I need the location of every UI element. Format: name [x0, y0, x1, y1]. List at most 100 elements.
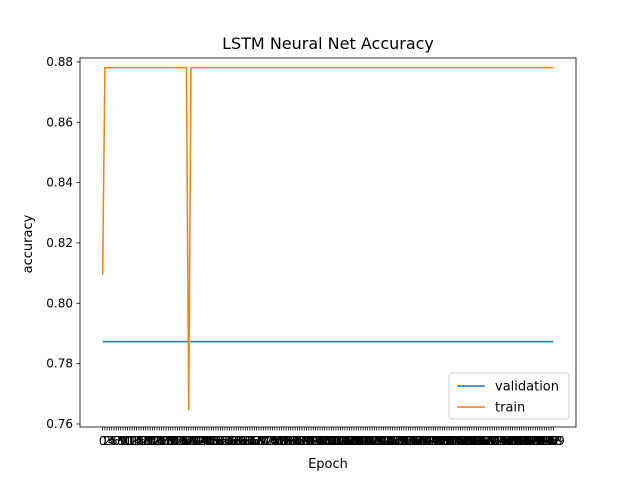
- x-tick-label: 172: [481, 434, 504, 448]
- x-tick-label: 15: [129, 434, 144, 448]
- x-tick-label: 161: [456, 434, 479, 448]
- x-tick-label: 106: [331, 434, 354, 448]
- x-tick-label: 9: [119, 434, 127, 448]
- x-tick-label: 62: [235, 434, 250, 448]
- plot-area: [79, 57, 577, 428]
- x-tick-label: 19: [138, 434, 153, 448]
- x-tick-label: 33: [170, 434, 185, 448]
- x-tick-label: 104: [327, 434, 350, 448]
- x-tick-label: 71: [256, 434, 271, 448]
- x-tick-label: 29: [161, 434, 176, 448]
- x-tick-label: 181: [501, 434, 524, 448]
- x-tick-label: 61: [233, 434, 248, 448]
- x-tick-label: 156: [445, 434, 468, 448]
- x-tick-label: 124: [372, 434, 395, 448]
- x-tick-label: 59: [229, 434, 244, 448]
- x-tick-label: 36: [177, 434, 192, 448]
- x-tick-label: 3: [106, 434, 114, 448]
- x-tick-label: 34: [172, 434, 187, 448]
- x-tick-label: 24: [149, 434, 164, 448]
- x-tick-label: 73: [260, 434, 275, 448]
- x-axis-label: Epoch: [308, 457, 348, 472]
- x-tick-label: 123: [370, 434, 393, 448]
- legend-label-validation: validation: [495, 380, 559, 395]
- x-tick-label: 103: [324, 434, 347, 448]
- x-tick-label: 114: [349, 434, 372, 448]
- x-tick-label: 60: [231, 434, 246, 448]
- y-tick-label: 0.76: [46, 417, 73, 431]
- x-tick-label: 68: [249, 434, 264, 448]
- x-tick-label: 8: [117, 434, 125, 448]
- y-tick-label: 0.86: [46, 115, 73, 129]
- x-tick-label: 39: [183, 434, 198, 448]
- x-tick-label: 77: [269, 434, 284, 448]
- y-tick-label: 0.84: [46, 176, 73, 190]
- x-tick-label: 54: [217, 434, 232, 448]
- x-tick-label: 6: [112, 434, 120, 448]
- x-tick-label: 94: [308, 434, 323, 448]
- x-tick-label: 67: [247, 434, 262, 448]
- x-tick-label: 102: [322, 434, 345, 448]
- x-tick-label: 11: [120, 434, 135, 448]
- x-tick-label: 144: [417, 434, 440, 448]
- x-tick-label: 184: [508, 434, 531, 448]
- x-tick-label: 153: [438, 434, 461, 448]
- x-tick-label: 32: [167, 434, 182, 448]
- x-tick-label: 160: [454, 434, 477, 448]
- x-tick-label: 84: [285, 434, 300, 448]
- x-tick-label: 87: [292, 434, 307, 448]
- x-tick-label: 193: [528, 434, 551, 448]
- x-tick-label: 186: [512, 434, 535, 448]
- x-tick-label: 92: [303, 434, 318, 448]
- x-tick-label: 176: [490, 434, 513, 448]
- x-tick-label: 2: [103, 434, 111, 448]
- x-tick-label: 56: [222, 434, 237, 448]
- legend: validation train: [448, 372, 570, 420]
- x-tick-label: 42: [190, 434, 205, 448]
- x-tick-label: 139: [406, 434, 429, 448]
- x-tick-label: 198: [540, 434, 563, 448]
- x-tick-label: 147: [424, 434, 447, 448]
- x-tick-label: 81: [278, 434, 293, 448]
- x-tick-label: 100: [318, 434, 341, 448]
- x-tick-label: 52: [213, 434, 228, 448]
- x-tick-label: 119: [361, 434, 384, 448]
- x-tick-label: 135: [397, 434, 420, 448]
- x-tick-label: 53: [215, 434, 230, 448]
- x-tick-label: 170: [476, 434, 499, 448]
- x-tick-label: 27: [156, 434, 171, 448]
- x-tick-label: 46: [199, 434, 214, 448]
- x-tick-label: 98: [317, 434, 332, 448]
- x-tick-label: 194: [531, 434, 554, 448]
- x-tick-label: 89: [297, 434, 312, 448]
- x-tick-label: 79: [274, 434, 289, 448]
- x-tick-label: 175: [488, 434, 511, 448]
- x-tick-label: 83: [283, 434, 298, 448]
- x-tick-label: 122: [368, 434, 391, 448]
- legend-label-train: train: [495, 401, 525, 416]
- x-tick-label: 35: [174, 434, 189, 448]
- x-tick-label: 128: [381, 434, 404, 448]
- y-tick-label: 0.80: [46, 296, 73, 310]
- x-tick-label: 146: [422, 434, 445, 448]
- y-axis: 0.76 0.78 0.80 0.82 0.84 0.86 0.88: [46, 55, 80, 431]
- x-tick-label: 157: [447, 434, 470, 448]
- x-tick-label: 45: [197, 434, 212, 448]
- x-tick-label: 125: [374, 434, 397, 448]
- y-tick-label: 0.78: [46, 357, 73, 371]
- x-tick-label: 190: [522, 434, 545, 448]
- x-tick-label: 40: [186, 434, 201, 448]
- x-tick-label: 4: [108, 434, 116, 448]
- x-tick-label: 90: [299, 434, 314, 448]
- chart-title: LSTM Neural Net Accuracy: [222, 34, 434, 53]
- x-tick-label: 5: [110, 434, 118, 448]
- x-tick-label: 70: [254, 434, 269, 448]
- x-tick-label: 185: [510, 434, 533, 448]
- x-tick-label: 1: [101, 434, 109, 448]
- x-tick-label: 188: [517, 434, 540, 448]
- x-tick-label: 25: [152, 434, 167, 448]
- x-tick-label: 141: [411, 434, 434, 448]
- x-tick-label: 51: [211, 434, 226, 448]
- x-tick-label: 165: [465, 434, 488, 448]
- x-tick-label: 166: [467, 434, 490, 448]
